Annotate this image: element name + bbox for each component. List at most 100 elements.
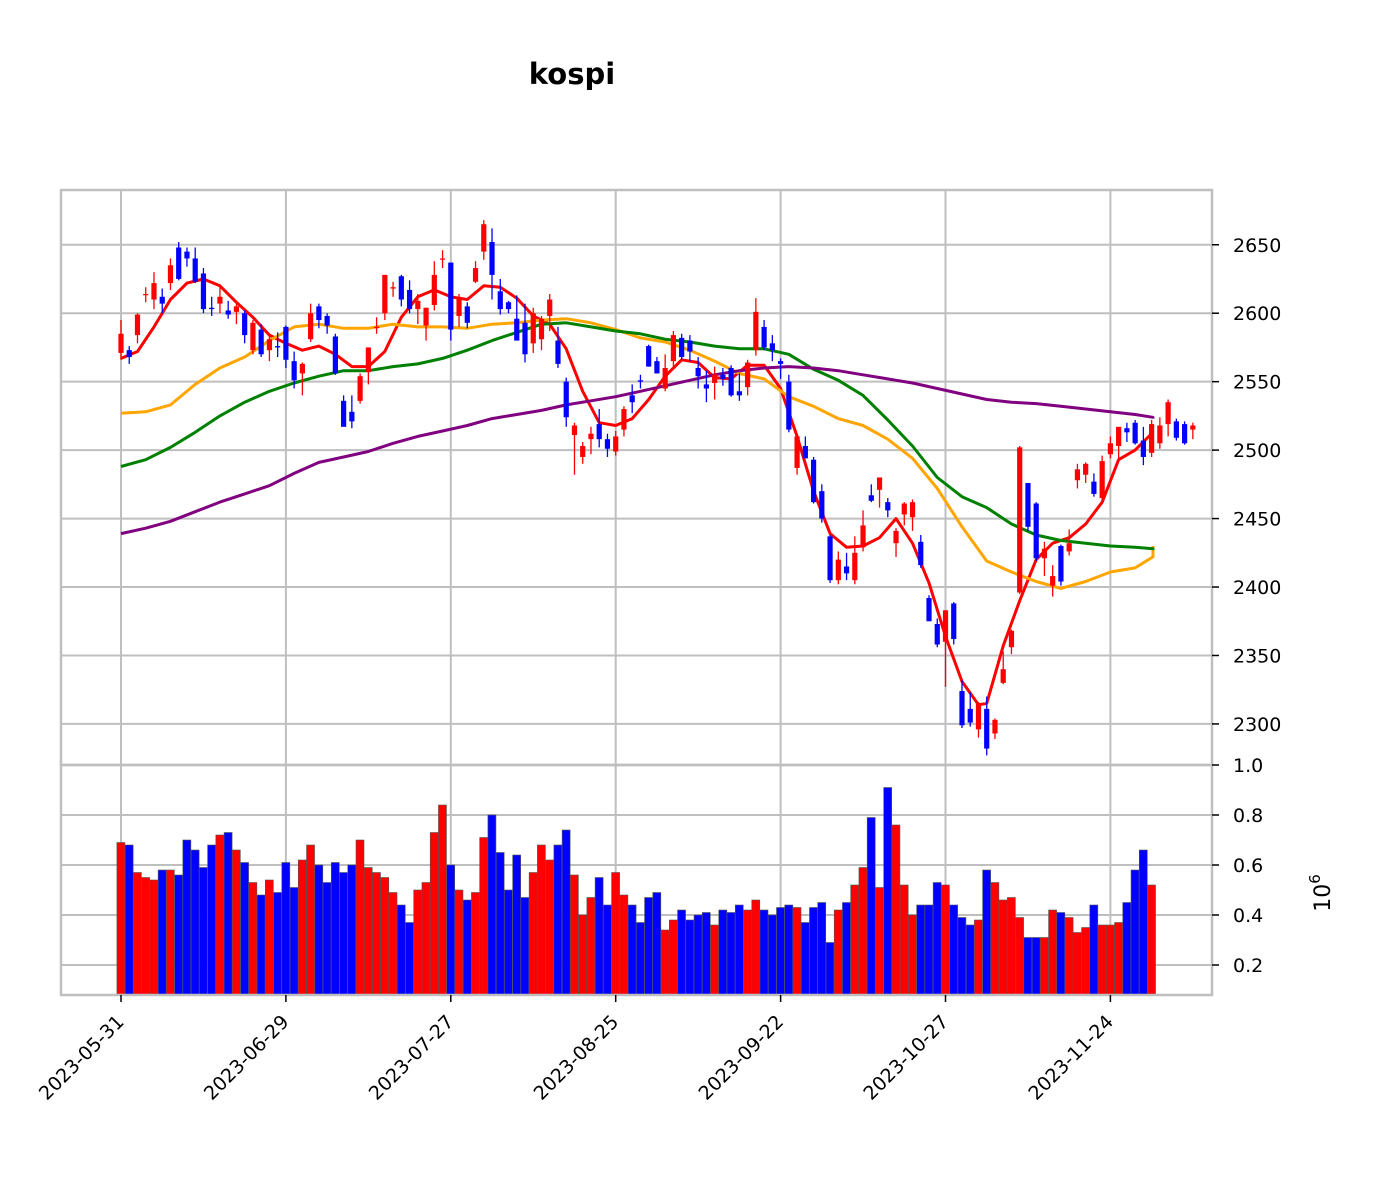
candle-body bbox=[118, 333, 124, 353]
candle-body bbox=[497, 291, 503, 310]
date-tick-label: 2023-05-31 bbox=[35, 1011, 129, 1105]
volume-bar bbox=[1056, 912, 1066, 996]
volume-bar bbox=[545, 859, 554, 996]
candle-body bbox=[332, 336, 338, 374]
candle-body bbox=[406, 289, 413, 310]
volume-bar bbox=[1023, 937, 1033, 996]
candle-body bbox=[225, 310, 231, 315]
volume-bar bbox=[949, 904, 958, 996]
price-tick-label: 2300 bbox=[1233, 714, 1281, 736]
candle-body bbox=[802, 446, 808, 459]
candle-body bbox=[522, 322, 528, 355]
volume-bar bbox=[479, 837, 488, 996]
candle-body bbox=[1173, 421, 1179, 438]
volume-bar bbox=[990, 882, 1000, 996]
date-tick-label: 2023-07-27 bbox=[365, 1011, 459, 1105]
volume-bar bbox=[627, 904, 637, 996]
candle-body bbox=[1074, 469, 1081, 481]
candle-body bbox=[266, 339, 273, 351]
volume-bar bbox=[240, 862, 249, 996]
volume-bar bbox=[586, 897, 596, 996]
moving-average-lines bbox=[120, 277, 1155, 707]
candle-body bbox=[1116, 426, 1122, 447]
volume-bar bbox=[520, 897, 530, 996]
candle-body bbox=[431, 274, 437, 305]
candle-body bbox=[909, 502, 916, 518]
volume-bar bbox=[232, 849, 241, 996]
volume-bar-series bbox=[116, 787, 1156, 996]
volume-bar bbox=[875, 887, 884, 996]
candle-body bbox=[1033, 503, 1039, 559]
volume-bar bbox=[446, 864, 456, 996]
candle-body bbox=[646, 346, 652, 367]
volume-bar bbox=[413, 889, 423, 996]
candle-body bbox=[959, 691, 965, 726]
volume-bar bbox=[1031, 937, 1041, 996]
volume-bar bbox=[965, 924, 975, 996]
volume-scale-label: 106 bbox=[1306, 874, 1336, 912]
candle-body bbox=[629, 395, 635, 403]
candle-body bbox=[1083, 463, 1089, 475]
volume-bar bbox=[842, 902, 851, 996]
candle-body bbox=[885, 502, 891, 511]
volume-bar bbox=[941, 884, 950, 996]
candle-body bbox=[250, 322, 256, 351]
candle-body bbox=[423, 307, 429, 326]
volume-bar bbox=[561, 829, 571, 996]
candle-body bbox=[662, 367, 668, 389]
volume-bar bbox=[174, 874, 183, 996]
candle-body bbox=[736, 391, 742, 396]
candle-body bbox=[588, 433, 594, 440]
candle-body bbox=[481, 224, 487, 252]
candle-body bbox=[1041, 548, 1048, 559]
candle-body bbox=[1140, 440, 1146, 457]
volume-bar bbox=[1073, 932, 1082, 996]
volume-bar bbox=[363, 867, 373, 996]
candle-body bbox=[1182, 424, 1188, 444]
volume-bar bbox=[636, 922, 645, 996]
candle-body bbox=[843, 566, 850, 574]
volume-bar bbox=[908, 914, 917, 996]
volume-bar bbox=[619, 894, 629, 996]
volume-bar bbox=[891, 824, 901, 996]
volume-panel-frame bbox=[59, 763, 1214, 997]
volume-bar bbox=[603, 904, 612, 996]
candle-body bbox=[794, 436, 800, 468]
candle-body bbox=[720, 374, 726, 379]
volume-bar bbox=[800, 922, 810, 996]
candle-body bbox=[670, 335, 677, 362]
candle-body bbox=[860, 525, 866, 548]
volume-bar bbox=[116, 842, 126, 996]
candle-body bbox=[275, 346, 281, 348]
date-tick-label: 2023-08-25 bbox=[530, 1011, 624, 1105]
volume-bar bbox=[685, 919, 695, 996]
volume-bar bbox=[743, 909, 752, 996]
candle-body bbox=[926, 597, 932, 622]
candle-body bbox=[456, 298, 462, 316]
volume-bar bbox=[166, 869, 175, 996]
candle-body bbox=[901, 503, 907, 515]
volume-bar bbox=[471, 892, 480, 996]
volume-bar bbox=[405, 922, 414, 996]
candle-body bbox=[1050, 576, 1056, 586]
volume-bar bbox=[487, 814, 497, 996]
candle-body bbox=[934, 623, 940, 645]
candle-body bbox=[439, 258, 446, 260]
candle-body bbox=[448, 262, 454, 330]
volume-bar bbox=[438, 804, 447, 996]
volume-tick-label: 0.4 bbox=[1233, 905, 1263, 927]
candle-body bbox=[1025, 482, 1031, 527]
volume-bar bbox=[372, 872, 381, 996]
candle-body bbox=[745, 362, 751, 388]
volume-bar bbox=[190, 849, 200, 996]
volume-bar bbox=[199, 867, 208, 996]
candle-body bbox=[316, 306, 322, 321]
volume-bar bbox=[594, 877, 604, 996]
candle-body bbox=[769, 343, 775, 351]
volume-bar bbox=[1138, 849, 1148, 996]
candle-body bbox=[753, 311, 759, 351]
volume-bar bbox=[858, 867, 868, 996]
candle-body bbox=[176, 247, 182, 279]
candle-body bbox=[291, 361, 297, 381]
volume-bar bbox=[207, 844, 216, 996]
